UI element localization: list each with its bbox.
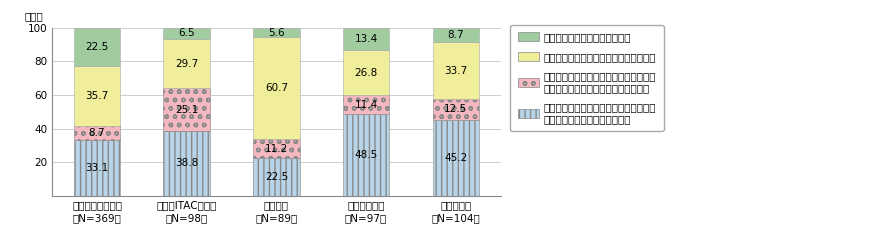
- Text: 13.4: 13.4: [355, 34, 378, 44]
- Bar: [433, 28, 479, 42]
- Bar: [73, 126, 120, 140]
- Bar: [73, 28, 120, 66]
- Text: 35.7: 35.7: [85, 91, 108, 101]
- Bar: [163, 28, 210, 39]
- Text: 22.5: 22.5: [85, 42, 108, 52]
- Bar: [343, 114, 390, 196]
- Text: 33.7: 33.7: [444, 65, 468, 75]
- Text: 8.7: 8.7: [89, 128, 106, 138]
- Bar: [253, 139, 300, 158]
- Bar: [163, 89, 210, 131]
- Text: 26.8: 26.8: [355, 68, 378, 78]
- Bar: [163, 131, 210, 196]
- Legend: その他・特に方向は変わらない, 既存事業やビジネスモデルの拡大や強化, 新規事業や新たなビジネスモデルの創出
（他産業・分野・レイヤーへの参入）, 新規事業や新: その他・特に方向は変わらない, 既存事業やビジネスモデルの拡大や強化, 新規事業…: [511, 25, 664, 131]
- Bar: [433, 99, 479, 120]
- Bar: [73, 140, 120, 196]
- Bar: [433, 42, 479, 99]
- Bar: [343, 95, 390, 114]
- Bar: [253, 37, 300, 139]
- Bar: [433, 120, 479, 196]
- Text: 11.4: 11.4: [355, 100, 378, 110]
- Text: 60.7: 60.7: [265, 83, 288, 93]
- Text: 5.6: 5.6: [268, 28, 285, 38]
- Text: 38.8: 38.8: [175, 158, 198, 168]
- Text: 8.7: 8.7: [447, 30, 464, 40]
- Y-axis label: （％）: （％）: [25, 11, 44, 21]
- Text: 11.2: 11.2: [265, 144, 288, 154]
- Text: 29.7: 29.7: [175, 59, 198, 69]
- Text: 33.1: 33.1: [85, 163, 108, 173]
- Bar: [253, 158, 300, 196]
- Bar: [253, 28, 300, 37]
- Text: 25.1: 25.1: [175, 104, 198, 114]
- Text: 6.5: 6.5: [178, 28, 195, 38]
- Bar: [343, 28, 390, 50]
- Bar: [73, 66, 120, 126]
- Text: 45.2: 45.2: [444, 153, 468, 163]
- Text: 48.5: 48.5: [355, 150, 378, 160]
- Bar: [163, 39, 210, 89]
- Bar: [343, 50, 390, 95]
- Text: 12.5: 12.5: [444, 104, 468, 114]
- Text: 22.5: 22.5: [265, 172, 288, 182]
